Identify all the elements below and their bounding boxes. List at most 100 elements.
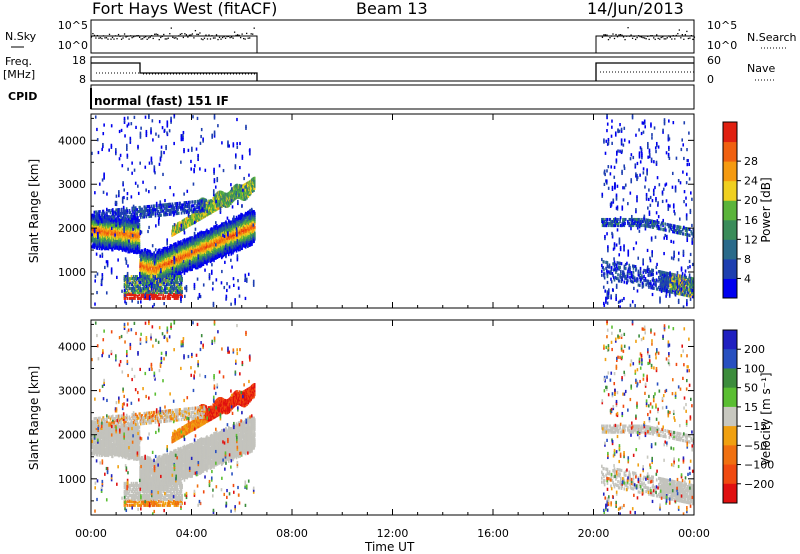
noise-point bbox=[113, 38, 115, 40]
noise-point bbox=[666, 37, 668, 39]
power-cell bbox=[129, 210, 131, 215]
power-cell bbox=[237, 232, 240, 236]
power-cell bbox=[139, 213, 141, 217]
power-cell bbox=[220, 196, 223, 201]
power-cell bbox=[158, 266, 160, 270]
power-cell bbox=[131, 282, 134, 287]
noise-point bbox=[686, 30, 688, 33]
power-cell bbox=[182, 207, 184, 211]
noise-point bbox=[241, 33, 243, 35]
power-cell bbox=[199, 203, 202, 207]
power-cell bbox=[196, 209, 199, 213]
nsky-label: N.Sky bbox=[5, 30, 37, 43]
noise-right-tick-bottom: 10^0 bbox=[707, 39, 737, 52]
power-cell bbox=[244, 245, 247, 249]
noise-point bbox=[690, 34, 693, 37]
power-cell bbox=[188, 206, 191, 210]
cpid-label: CPID bbox=[8, 90, 37, 103]
power-cell bbox=[173, 242, 175, 247]
power-cell bbox=[163, 256, 166, 260]
power-cell bbox=[111, 228, 113, 232]
noise-point bbox=[148, 37, 150, 39]
power-cell bbox=[170, 204, 173, 208]
power-cell bbox=[253, 186, 256, 190]
noise-point bbox=[211, 35, 213, 37]
power-cell bbox=[196, 205, 198, 210]
noise-point bbox=[674, 38, 676, 40]
power-cell bbox=[173, 272, 175, 276]
power-cell bbox=[242, 214, 244, 218]
power-cell bbox=[179, 269, 182, 274]
noise-point bbox=[166, 38, 168, 40]
noise-point bbox=[107, 38, 109, 40]
power-cell bbox=[114, 210, 117, 214]
power-cell bbox=[254, 215, 256, 219]
power-cell bbox=[173, 212, 176, 216]
power-cell bbox=[192, 249, 195, 253]
power-cell bbox=[98, 220, 101, 224]
cpid-strip: CPID normal (fast) 151 IF bbox=[8, 84, 695, 110]
noise-point bbox=[683, 38, 685, 40]
power-cell bbox=[240, 225, 243, 229]
power-cell bbox=[177, 211, 180, 215]
power-cell bbox=[254, 217, 256, 221]
noise-point bbox=[178, 35, 180, 37]
power-cell bbox=[141, 211, 143, 215]
power-cell bbox=[156, 211, 159, 216]
noise-point bbox=[662, 36, 664, 38]
power-cell bbox=[150, 204, 153, 208]
power-cell bbox=[176, 211, 179, 216]
power-cell bbox=[190, 256, 193, 260]
power-cell bbox=[176, 209, 179, 214]
power-cell bbox=[203, 201, 206, 205]
noise-point bbox=[226, 35, 228, 38]
noise-point bbox=[199, 32, 201, 34]
power-cell bbox=[227, 222, 229, 227]
power-cell bbox=[199, 264, 201, 269]
power-cell bbox=[168, 257, 171, 262]
power-cell bbox=[120, 236, 122, 241]
power-cell bbox=[253, 178, 256, 182]
power-cell bbox=[149, 267, 152, 271]
power-cell bbox=[97, 212, 99, 216]
power-cell bbox=[192, 204, 195, 208]
power-cell bbox=[108, 215, 110, 219]
power-cell bbox=[167, 248, 170, 252]
noise-point bbox=[203, 37, 206, 39]
power-cell bbox=[136, 229, 139, 233]
noise-point bbox=[633, 35, 635, 37]
power-cell bbox=[132, 286, 134, 291]
noise-point bbox=[246, 32, 248, 35]
noise-point bbox=[232, 37, 234, 39]
power-cell bbox=[201, 237, 203, 241]
power-cell bbox=[254, 213, 256, 217]
power-cell bbox=[205, 202, 207, 207]
power-cell bbox=[142, 267, 145, 271]
power-cell bbox=[238, 191, 241, 196]
power-cell bbox=[182, 247, 184, 251]
power-cell bbox=[123, 213, 126, 217]
power-cell bbox=[214, 224, 217, 229]
power-cell bbox=[114, 215, 116, 219]
noise-left-tick-bottom: 10^0 bbox=[58, 39, 88, 52]
frequency-trace bbox=[91, 62, 694, 81]
power-cell bbox=[199, 199, 202, 203]
power-cell bbox=[122, 215, 125, 219]
power-cell bbox=[203, 203, 206, 207]
noise-point bbox=[193, 37, 195, 39]
noise-point bbox=[125, 36, 127, 38]
power-cell bbox=[110, 214, 112, 219]
power-cell bbox=[230, 246, 233, 250]
power-cell bbox=[104, 219, 106, 223]
power-cell bbox=[148, 204, 150, 209]
noise-point bbox=[98, 37, 100, 39]
power-cell bbox=[132, 206, 134, 210]
power-cell bbox=[123, 284, 126, 289]
power-cell bbox=[168, 208, 170, 212]
power-cell bbox=[232, 192, 235, 196]
noise-point bbox=[624, 38, 626, 41]
power-cell bbox=[254, 235, 256, 239]
power-cell bbox=[91, 223, 94, 227]
power-cell bbox=[192, 200, 194, 204]
